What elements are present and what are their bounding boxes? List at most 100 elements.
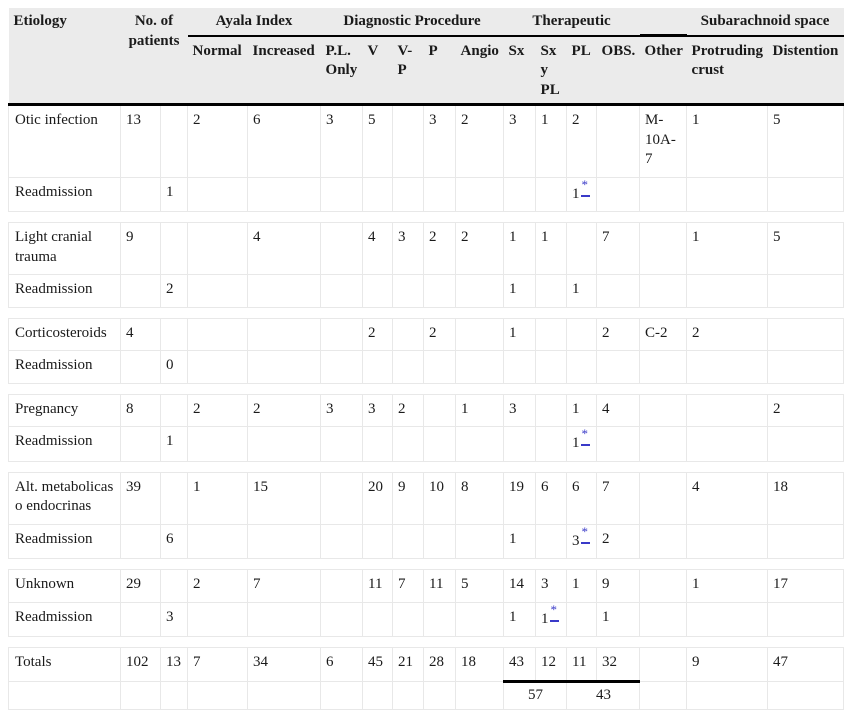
asterisk-icon: * (581, 426, 589, 441)
value-cell: 1 * (566, 426, 598, 462)
value-cell (120, 350, 161, 384)
value-cell: 19 (503, 471, 537, 525)
value-cell: 6 (159, 523, 189, 559)
col-header-protruding-crust: Protruding crust (686, 35, 768, 106)
value-cell: 10 (423, 471, 457, 525)
empty-cell (8, 680, 121, 710)
value-cell (639, 222, 688, 275)
value-cell (566, 317, 598, 351)
footnote-asterisk-link[interactable]: * (580, 178, 590, 198)
col-header-pl-only: P.L. Only (320, 35, 363, 106)
value-cell: 1 * (535, 601, 568, 637)
col-header-obs: OBS. (596, 35, 640, 106)
sub-header-row: Normal Increased P.L. Only V V-P P Angio… (9, 35, 844, 106)
value-cell: 7 (187, 647, 249, 682)
value-cell (392, 350, 425, 384)
table-row: Corticosteroids 4 2 2 1 2 C-2 2 (8, 317, 845, 351)
value-cell (320, 601, 364, 637)
value-cell (686, 176, 769, 212)
value-cell (455, 274, 505, 308)
value-cell: 47 (767, 647, 845, 682)
value-cell (159, 569, 189, 603)
value-cell: 1 (503, 601, 537, 637)
table-body: Otic infection 13 2 6 3 5 3 2 3 1 2 M-10A-7 1 5 Readmi… (8, 104, 845, 710)
value-cell (535, 274, 568, 308)
value-cell (392, 317, 425, 351)
value-cell: 5 (767, 222, 845, 275)
value-cell (767, 350, 845, 384)
value-cell (455, 426, 505, 462)
value-cell: 2 (187, 393, 249, 427)
footnote-asterisk-link[interactable]: * (580, 525, 590, 545)
table-header: Etiology No. of patients Ayala Index Dia… (8, 8, 844, 106)
value-cell: 6 (566, 471, 598, 525)
value-cell: 43 (503, 647, 537, 683)
value-cell (455, 523, 505, 559)
value-cell: 7 (596, 471, 641, 525)
value-cell (639, 523, 688, 559)
value-cell (320, 176, 364, 212)
table-row: Pregnancy 8 2 2 3 3 2 1 3 1 4 2 (8, 393, 845, 427)
value-cell (362, 426, 394, 462)
etiology-cell: Unknown (8, 569, 121, 603)
value-cell: 1 (159, 176, 189, 212)
table-row: Alt. metabolicas o endocrinas 39 1 15 20 9 10 8… (8, 471, 845, 525)
value-cell: 3 (535, 569, 568, 603)
value-cell (362, 523, 394, 559)
value-cell (686, 350, 769, 384)
value-cell: 2 (566, 104, 598, 178)
value-cell (187, 176, 249, 212)
footnote-asterisk-link[interactable]: * (580, 427, 590, 447)
value-cell: 1 (566, 569, 598, 603)
value-cell (455, 176, 505, 212)
etiology-cell: Totals (8, 647, 121, 682)
value-cell: 3 (392, 222, 425, 275)
value-cell: 9 (686, 647, 769, 682)
value-cell (639, 350, 688, 384)
value-cell: 2 (767, 393, 845, 427)
table-row: Readmission 1 1 * (8, 426, 845, 462)
value-cell (503, 426, 537, 462)
empty-cell (767, 680, 845, 710)
value-cell (423, 393, 457, 427)
value-cell (320, 274, 364, 308)
table-row: Readmission 0 (8, 350, 845, 384)
value-cell: 7 (247, 569, 322, 603)
value-cell (187, 317, 249, 351)
value-cell (423, 426, 457, 462)
value-cell (686, 426, 769, 462)
empty-cell (159, 680, 189, 710)
value-cell (455, 350, 505, 384)
value-cell: 18 (767, 471, 845, 525)
value-cell (535, 393, 568, 427)
footnote-asterisk-link[interactable]: * (549, 603, 559, 623)
col-header-normal: Normal (187, 35, 248, 106)
value-cell (535, 317, 568, 351)
value-cell (392, 274, 425, 308)
value-cell: 1 (187, 471, 249, 525)
value-cell: 9 (120, 222, 161, 275)
value-cell: 34 (247, 647, 322, 682)
col-header-p: P (423, 35, 456, 106)
value-cell: 4 (686, 471, 769, 525)
header-spacer (639, 8, 687, 37)
value-cell: 17 (767, 569, 845, 603)
group-separator-row (8, 211, 844, 223)
value-cell: 6 (247, 104, 322, 178)
etiology-cell: Corticosteroids (8, 317, 121, 351)
table-row: Unknown 29 2 7 11 7 11 5 14 3 1 9 1 17 (8, 569, 845, 603)
value-cell: 1 (596, 601, 641, 637)
value-cell: 3 (320, 104, 364, 178)
value-cell (686, 523, 769, 559)
group-separator (8, 636, 844, 648)
value-cell: 2 (362, 317, 394, 351)
value-cell (247, 350, 322, 384)
etiology-cell: Readmission (8, 176, 121, 212)
asterisk-icon: * (581, 176, 589, 192)
value-cell (639, 601, 688, 637)
value-cell: 4 (120, 317, 161, 351)
value-cell (392, 426, 425, 462)
table-row: Readmission 3 1 1 * 1 (8, 601, 845, 637)
value-cell: 4 (362, 222, 394, 275)
etiology-cell: Pregnancy (8, 393, 121, 427)
